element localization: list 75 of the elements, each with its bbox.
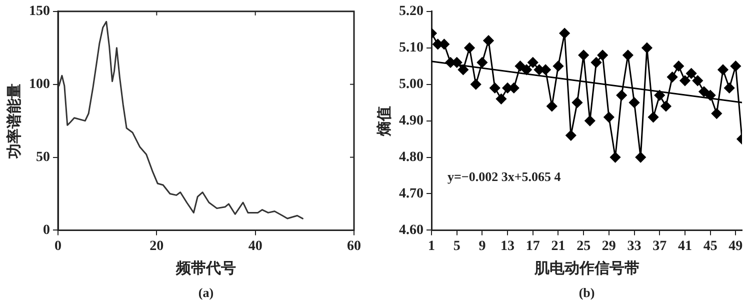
y-axis-title: 功率谱能量 <box>4 83 23 160</box>
point <box>514 60 526 72</box>
point <box>483 35 494 46</box>
point <box>648 112 659 122</box>
point <box>584 116 596 126</box>
point <box>476 57 488 68</box>
point <box>597 50 608 60</box>
point <box>521 64 532 75</box>
annotation: y=−0.002 3x+5.065 4 <box>448 169 562 184</box>
point <box>464 42 475 54</box>
point <box>559 28 570 39</box>
x-axis-title: 频带代号 <box>175 260 236 277</box>
y-axis-title: 熵值 <box>376 106 393 137</box>
x-tick-label: 40 <box>248 239 262 254</box>
point <box>629 97 640 108</box>
point <box>673 60 684 72</box>
x-tick-label: 20 <box>150 239 164 254</box>
point <box>458 64 468 75</box>
point <box>552 60 564 72</box>
point <box>698 86 710 97</box>
x-tick-label: 37 <box>652 239 667 254</box>
point <box>622 50 634 60</box>
y-tick-label: 0 <box>43 222 50 238</box>
y-tick-label: 100 <box>29 76 50 92</box>
x-axis-title: 肌电动作信号带 <box>533 260 640 277</box>
x-tick-label: 5 <box>453 239 460 254</box>
point <box>711 108 722 119</box>
x-tick-label: 45 <box>703 239 718 254</box>
x-tick-label: 29 <box>602 239 616 254</box>
point <box>616 90 627 101</box>
point <box>572 97 582 108</box>
point <box>724 82 735 94</box>
x-tick-label: 25 <box>576 239 591 254</box>
x-tick-label: 49 <box>728 239 743 254</box>
point <box>610 152 621 163</box>
y-tick-label: 4.80 <box>399 150 424 165</box>
y-tick-label: 150 <box>29 4 50 20</box>
x-tick-label: 9 <box>478 239 486 254</box>
x-tick-label: 21 <box>551 239 566 254</box>
x-tick-label: 60 <box>347 239 361 254</box>
point <box>490 82 500 94</box>
point <box>654 90 665 101</box>
x-tick-label: 41 <box>678 239 692 254</box>
point <box>667 72 678 82</box>
y-tick-label: 50 <box>36 150 50 165</box>
point <box>718 64 728 75</box>
point <box>730 60 741 72</box>
point <box>470 79 482 90</box>
point <box>660 100 672 112</box>
point <box>642 42 652 54</box>
point <box>705 90 716 101</box>
point <box>578 50 589 60</box>
point <box>686 68 697 79</box>
y-tick-label: 5.00 <box>399 76 424 92</box>
x-tick-label: 13 <box>500 239 515 254</box>
text: (b) <box>578 284 595 300</box>
point <box>528 57 538 68</box>
y-tick-label: 5.10 <box>399 40 424 56</box>
y-tick-label: 4.70 <box>399 186 424 202</box>
x-tick-label: 0 <box>54 239 62 254</box>
y-tick-label: 4.90 <box>399 113 424 128</box>
point <box>496 94 506 104</box>
point <box>591 57 602 68</box>
x-tick-label: 33 <box>627 239 642 254</box>
x-tick-label: 1 <box>428 239 435 254</box>
point <box>604 112 614 122</box>
y-tick-label: 4.60 <box>399 222 424 238</box>
point <box>635 152 646 163</box>
y-tick-label: 5.20 <box>399 4 424 20</box>
point <box>692 75 703 86</box>
point <box>680 75 690 86</box>
point <box>566 130 576 141</box>
text: (a) <box>198 284 214 300</box>
x-tick-label: 17 <box>526 239 540 254</box>
point <box>546 100 558 112</box>
